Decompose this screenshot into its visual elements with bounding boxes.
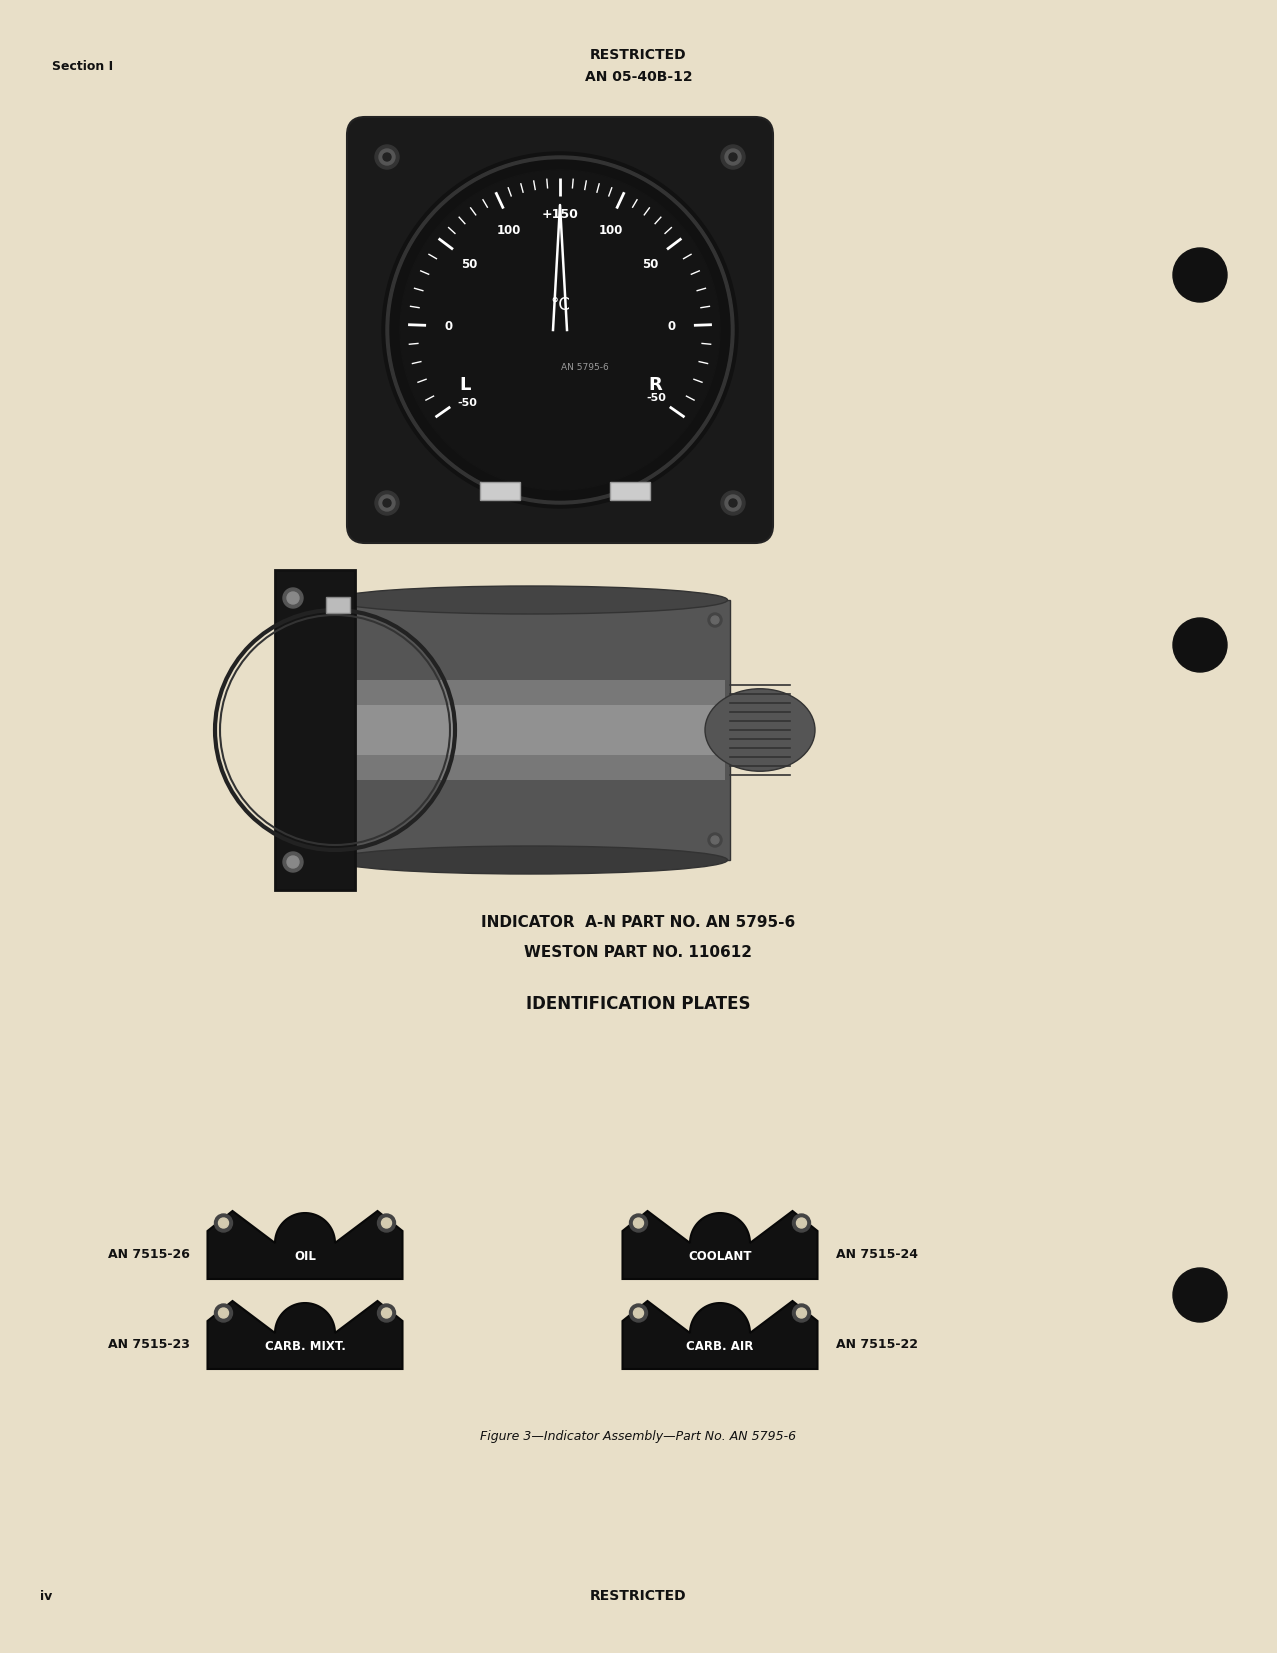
Text: 100: 100 — [497, 223, 521, 236]
Circle shape — [711, 836, 719, 845]
Circle shape — [389, 160, 730, 499]
Text: 0: 0 — [668, 319, 676, 332]
Circle shape — [729, 154, 737, 160]
Circle shape — [633, 1308, 644, 1317]
Text: Figure 3—Indicator Assembly—Part No. AN 5795-6: Figure 3—Indicator Assembly—Part No. AN … — [480, 1430, 797, 1443]
Circle shape — [725, 149, 741, 165]
Circle shape — [218, 1218, 229, 1228]
Circle shape — [707, 613, 722, 626]
Text: CARB. AIR: CARB. AIR — [686, 1341, 753, 1354]
Text: Section I: Section I — [52, 60, 114, 73]
Circle shape — [215, 1304, 232, 1322]
Circle shape — [711, 617, 719, 623]
Polygon shape — [207, 1212, 402, 1279]
Text: 50: 50 — [642, 258, 659, 271]
Text: COOLANT: COOLANT — [688, 1251, 752, 1263]
Bar — [480, 483, 520, 499]
Circle shape — [215, 1213, 232, 1231]
Circle shape — [729, 499, 737, 507]
Ellipse shape — [332, 587, 728, 613]
Text: -50: -50 — [457, 398, 476, 408]
Circle shape — [382, 152, 738, 507]
Circle shape — [382, 1218, 392, 1228]
Text: °C: °C — [550, 296, 570, 314]
Text: 50: 50 — [461, 258, 478, 271]
Polygon shape — [207, 1301, 402, 1369]
Text: RESTRICTED: RESTRICTED — [590, 48, 687, 63]
Text: -50: -50 — [646, 393, 667, 403]
Text: CARB. MIXT.: CARB. MIXT. — [264, 1341, 346, 1354]
Circle shape — [797, 1218, 807, 1228]
Circle shape — [793, 1213, 811, 1231]
Circle shape — [725, 494, 741, 511]
Bar — [329, 600, 730, 860]
Bar — [275, 570, 355, 889]
Circle shape — [283, 588, 303, 608]
Circle shape — [383, 154, 391, 160]
Text: AN 7515-26: AN 7515-26 — [107, 1248, 189, 1261]
Text: INDICATOR  A-N PART NO. AN 5795-6: INDICATOR A-N PART NO. AN 5795-6 — [481, 916, 796, 931]
Circle shape — [375, 491, 398, 516]
Text: AN 5795-6: AN 5795-6 — [561, 364, 609, 372]
Circle shape — [375, 145, 398, 169]
Polygon shape — [622, 1212, 817, 1279]
Text: 0: 0 — [444, 319, 452, 332]
Circle shape — [1174, 1268, 1227, 1322]
Text: iv: iv — [40, 1590, 52, 1603]
Text: RESTRICTED: RESTRICTED — [590, 1589, 687, 1603]
Text: AN 7515-23: AN 7515-23 — [107, 1339, 189, 1352]
Circle shape — [287, 856, 299, 868]
Circle shape — [633, 1218, 644, 1228]
Ellipse shape — [705, 689, 815, 772]
FancyBboxPatch shape — [347, 117, 773, 542]
Circle shape — [218, 1308, 229, 1317]
Bar — [335, 679, 725, 780]
Circle shape — [379, 149, 395, 165]
Circle shape — [400, 170, 720, 489]
Text: IDENTIFICATION PLATES: IDENTIFICATION PLATES — [526, 995, 751, 1013]
Circle shape — [378, 1304, 396, 1322]
Circle shape — [722, 145, 744, 169]
Polygon shape — [622, 1301, 817, 1369]
Text: AN 05-40B-12: AN 05-40B-12 — [585, 69, 692, 84]
Circle shape — [383, 499, 391, 507]
Circle shape — [1174, 248, 1227, 302]
Text: R: R — [649, 375, 661, 393]
Circle shape — [707, 833, 722, 846]
Ellipse shape — [332, 846, 728, 874]
Circle shape — [382, 1308, 392, 1317]
Bar — [335, 704, 725, 755]
Circle shape — [283, 851, 303, 873]
Bar — [610, 483, 650, 499]
Circle shape — [630, 1304, 647, 1322]
Circle shape — [1174, 618, 1227, 673]
Text: L: L — [460, 375, 471, 393]
Circle shape — [722, 491, 744, 516]
Circle shape — [378, 1213, 396, 1231]
Circle shape — [386, 155, 734, 504]
Text: OIL: OIL — [294, 1251, 315, 1263]
Text: 100: 100 — [599, 223, 623, 236]
Circle shape — [287, 592, 299, 603]
Text: AN 7515-22: AN 7515-22 — [835, 1339, 917, 1352]
Circle shape — [797, 1308, 807, 1317]
Bar — [326, 597, 350, 613]
Text: AN 7515-24: AN 7515-24 — [835, 1248, 917, 1261]
Circle shape — [379, 494, 395, 511]
Circle shape — [793, 1304, 811, 1322]
Circle shape — [630, 1213, 647, 1231]
Text: +150: +150 — [541, 208, 578, 220]
Text: WESTON PART NO. 110612: WESTON PART NO. 110612 — [525, 946, 752, 960]
